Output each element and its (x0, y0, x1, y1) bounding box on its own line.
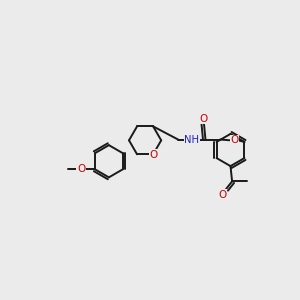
Text: O: O (200, 114, 208, 124)
Text: O: O (150, 150, 158, 160)
Text: O: O (77, 164, 86, 174)
Text: NH: NH (184, 135, 199, 145)
Text: O: O (230, 135, 238, 145)
Text: O: O (218, 190, 226, 200)
